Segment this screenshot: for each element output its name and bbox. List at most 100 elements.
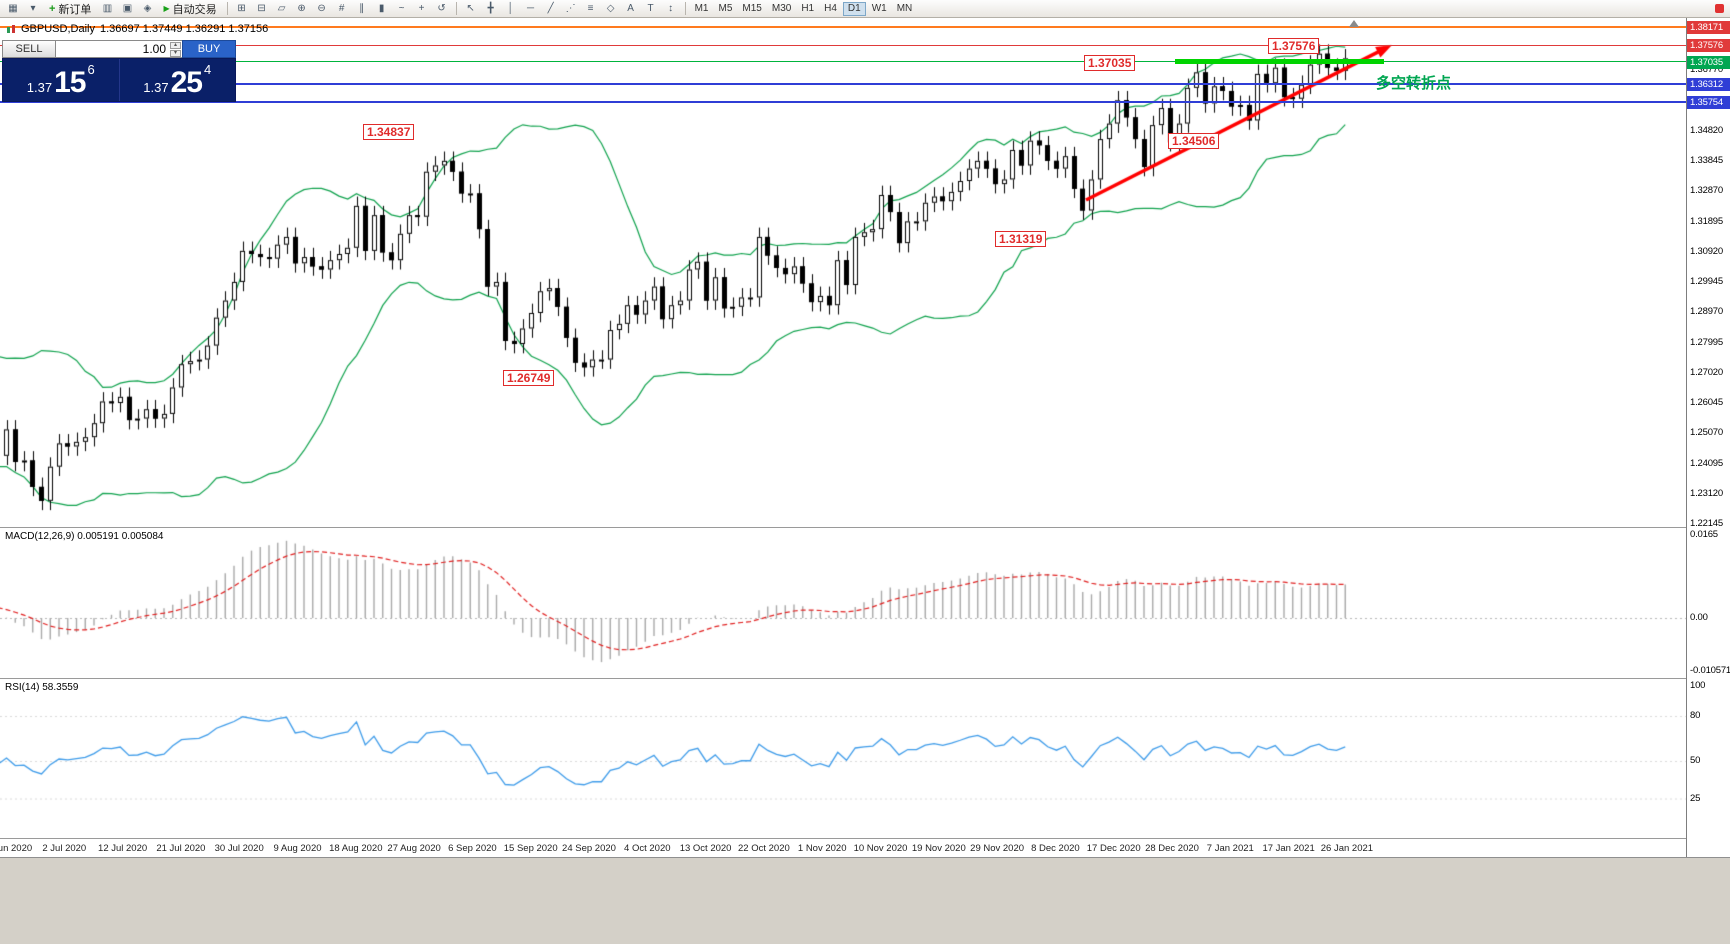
- plus-icon: +: [49, 2, 56, 15]
- axis-tick: 0.0165: [1690, 529, 1718, 540]
- timeframe-m30[interactable]: M30: [771, 2, 792, 14]
- zoom-in-icon[interactable]: ⊕: [297, 3, 306, 14]
- grid-icon[interactable]: #: [338, 3, 345, 14]
- tile-windows-icon[interactable]: ⊞: [237, 3, 246, 14]
- bid-price: 1.37 15 6: [3, 59, 119, 101]
- navigator-icon[interactable]: ◈: [143, 3, 152, 14]
- date-label: 29 Nov 2020: [970, 843, 1025, 854]
- axis-tick: 1.32870: [1690, 185, 1723, 197]
- tile-horizontal-icon[interactable]: ⊟: [257, 3, 266, 14]
- price-line-label: 1.35754: [1687, 95, 1730, 109]
- rsi-label: RSI(14) 58.3559: [5, 682, 79, 693]
- notification-icon[interactable]: [1715, 4, 1724, 13]
- pane-separator[interactable]: [0, 678, 1730, 679]
- vertical-line-icon[interactable]: │: [507, 3, 514, 14]
- window-background: [0, 857, 1730, 944]
- macd-canvas[interactable]: [0, 528, 1686, 678]
- date-label: 17 Jan 2021: [1262, 843, 1315, 854]
- refresh-icon[interactable]: ↺: [437, 3, 446, 14]
- market-watch-icon[interactable]: ▥: [102, 3, 113, 14]
- rsi-canvas[interactable]: [0, 679, 1686, 838]
- play-icon: ▶: [163, 4, 170, 13]
- candlestick-type-icon[interactable]: ▮: [378, 3, 385, 14]
- timeframe-h1[interactable]: H1: [801, 2, 815, 14]
- date-label: 30 Jul 2020: [214, 843, 264, 854]
- axis-tick: 1.33845: [1690, 154, 1723, 166]
- data-window-icon[interactable]: ▣: [122, 3, 133, 14]
- zoom-out-icon[interactable]: ⊖: [317, 3, 326, 14]
- date-label: 6 Sep 2020: [448, 843, 497, 854]
- volume-value: 1.00: [142, 42, 166, 56]
- cursor-icon[interactable]: ↖: [466, 3, 475, 14]
- text-label-icon[interactable]: T: [647, 3, 654, 14]
- line-chart-type-icon[interactable]: ~: [398, 3, 405, 14]
- chart-icon: [7, 25, 15, 33]
- axis-tick: 1.27020: [1690, 366, 1723, 378]
- horizontal-line-icon[interactable]: ─: [527, 3, 535, 14]
- timeframe-m1[interactable]: M1: [694, 2, 709, 14]
- date-label: 1 Nov 2020: [797, 843, 847, 854]
- axis-tick: 1.36770: [1690, 64, 1723, 76]
- volume-spinner[interactable]: ▴ ▾: [170, 42, 181, 57]
- ask-point: 4: [203, 62, 212, 77]
- price-chart-canvas[interactable]: [0, 18, 1686, 527]
- axis-tick: 1.30920: [1690, 245, 1723, 257]
- shapes-icon[interactable]: ◇: [606, 3, 615, 14]
- timeframe-w1[interactable]: W1: [871, 2, 887, 14]
- axis-tick: 1.31895: [1690, 215, 1723, 227]
- autotrade-button[interactable]: ▶ 自动交易: [157, 1, 222, 17]
- date-label: 7 Jan 2021: [1206, 843, 1254, 854]
- new-order-button[interactable]: + 新订单: [43, 1, 97, 17]
- ask-head: 1.37: [143, 80, 169, 95]
- axis-tick: -0.010571: [1690, 665, 1730, 677]
- timeframe-d1[interactable]: D1: [842, 1, 866, 16]
- arrows-icon[interactable]: ↕: [668, 3, 674, 14]
- volume-field[interactable]: 1.00 ▴ ▾: [56, 40, 182, 58]
- buy-button[interactable]: BUY: [182, 40, 236, 58]
- bar-chart-type-icon[interactable]: ∥: [359, 3, 365, 14]
- axis-tick: 1.24095: [1690, 457, 1723, 469]
- sell-button[interactable]: SELL: [2, 40, 56, 58]
- timeframe-m5[interactable]: M5: [718, 2, 733, 14]
- date-label: 26 Jan 2021: [1320, 843, 1374, 854]
- date-label: 19 Nov 2020: [911, 843, 966, 854]
- timeframe-h4[interactable]: H4: [824, 2, 837, 14]
- date-label: 4 Oct 2020: [624, 843, 671, 854]
- timeframe-mn[interactable]: MN: [896, 2, 913, 14]
- cascade-windows-icon[interactable]: ▱: [277, 3, 286, 14]
- bid-point: 6: [87, 62, 95, 77]
- crosshair-icon[interactable]: ╋: [487, 3, 494, 14]
- ask-pips: 25: [170, 66, 203, 99]
- date-label: 28 Dec 2020: [1145, 843, 1199, 854]
- new-chart-icon[interactable]: ▦: [8, 3, 18, 14]
- time-scale[interactable]: 23 Jun 2020 2 Jul 2020 12 Jul 2020 21 Jul 2…: [0, 839, 1686, 857]
- text-icon[interactable]: A: [627, 3, 634, 14]
- toolbar-group-charts: ▦ ▾: [3, 1, 43, 16]
- axis-tick: 1.27995: [1690, 336, 1723, 348]
- date-label: 27 Aug 2020: [387, 843, 441, 854]
- axis-tick: 100: [1690, 680, 1706, 691]
- chart-profiles-icon[interactable]: ▾: [30, 3, 36, 14]
- chart-shift-marker-icon[interactable]: [1349, 20, 1359, 27]
- timeframe-m15[interactable]: M15: [742, 2, 762, 14]
- date-label: 21 Jul 2020: [156, 843, 206, 854]
- date-label: 18 Aug 2020: [329, 843, 383, 854]
- spinner-down-icon[interactable]: ▾: [170, 50, 181, 57]
- chart-title: GBPUSD,Daily 1.36697 1.37449 1.36291 1.3…: [6, 23, 268, 35]
- spinner-up-icon[interactable]: ▴: [170, 42, 181, 49]
- fibonacci-icon[interactable]: ≡: [587, 3, 594, 14]
- price-scale[interactable]: 1.36770 1.34820 1.33845 1.32870 1.31895 1.309…: [1686, 18, 1730, 857]
- date-label: 23 Jun 2020: [0, 843, 33, 854]
- new-order-label: 新订单: [58, 3, 92, 16]
- add-indicator-icon[interactable]: +: [418, 3, 425, 14]
- axis-tick: 1.23120: [1690, 487, 1723, 499]
- autotrade-label: 自动交易: [172, 3, 217, 16]
- pane-separator[interactable]: [0, 527, 1730, 528]
- timeframe-bar: M1 M5 M15 M30 H1 H4 D1 W1 MN: [690, 1, 918, 16]
- axis-tick: 1.29945: [1690, 276, 1723, 288]
- channel-icon[interactable]: ⋰: [565, 3, 576, 14]
- axis-tick: 1.26045: [1690, 397, 1723, 409]
- axis-tick: 1.25070: [1690, 427, 1723, 439]
- trendline-icon[interactable]: ╱: [547, 3, 554, 14]
